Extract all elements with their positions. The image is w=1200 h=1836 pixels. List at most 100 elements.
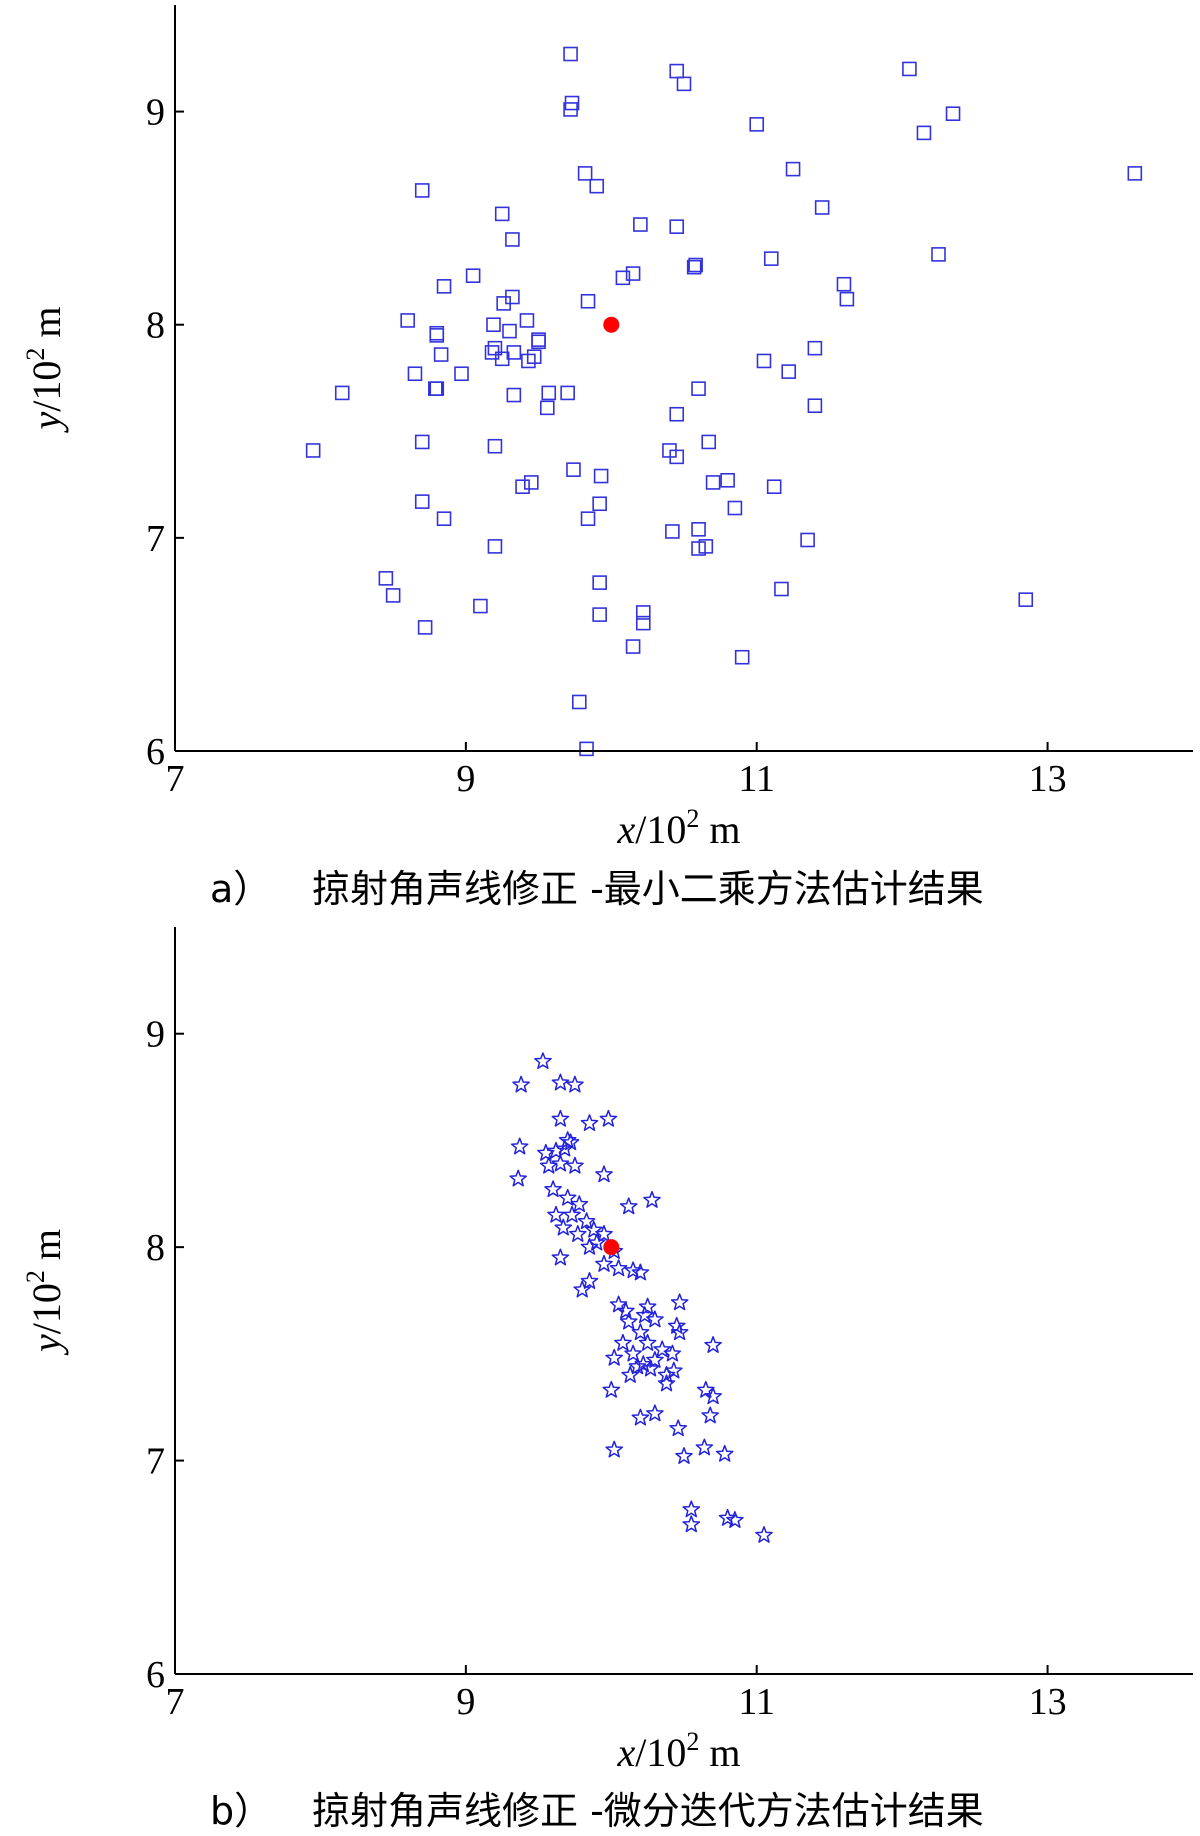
chart-b-data-point bbox=[715, 1444, 734, 1462]
chart-a-data-point bbox=[727, 500, 743, 516]
chart-a-data-point bbox=[676, 76, 692, 92]
chart-b-data-point bbox=[558, 1188, 577, 1206]
chart-b-data-point bbox=[512, 1075, 530, 1093]
chart-b-data-point bbox=[509, 1169, 528, 1187]
chart-b-data-point bbox=[624, 1344, 642, 1362]
chart-b-data-point bbox=[605, 1440, 624, 1458]
chart-a-data-point bbox=[563, 102, 578, 117]
chart-b-data-point bbox=[646, 1351, 664, 1368]
chart-b-caption-label: b） bbox=[210, 1789, 272, 1833]
chart-b-data-point bbox=[539, 1156, 558, 1174]
chart-b-data-point bbox=[631, 1263, 650, 1281]
chart-b-data-point bbox=[585, 1220, 603, 1238]
chart-a-data-point bbox=[756, 353, 772, 369]
chart-b-data-point bbox=[701, 1406, 720, 1424]
chart-a-data-point bbox=[635, 615, 651, 631]
chart-a-data-point bbox=[378, 571, 394, 586]
chart-a-data-point bbox=[665, 524, 680, 539]
chart-b-x-tick-label: 7 bbox=[166, 1681, 185, 1723]
chart-a-data-point bbox=[701, 434, 717, 450]
chart-a-data-point bbox=[385, 588, 401, 603]
chart-b-y-axis-label: y/102 m bbox=[21, 1229, 69, 1356]
chart-b-data-point bbox=[577, 1212, 596, 1230]
chart-b-data-point bbox=[755, 1526, 773, 1543]
chart-a-data-point bbox=[563, 46, 578, 62]
chart-a-data-point bbox=[566, 462, 581, 477]
chart-a-data-point bbox=[560, 385, 575, 401]
chart-b-x-axis-label: x/102 m bbox=[616, 1727, 740, 1775]
chart-b-data-point bbox=[580, 1237, 599, 1255]
chart-a-data-point bbox=[494, 206, 510, 222]
chart-a-data-point bbox=[473, 598, 488, 614]
chart-b-data-point bbox=[638, 1297, 657, 1315]
chart-a-data-point bbox=[487, 438, 503, 454]
chart-a-data-point bbox=[433, 347, 449, 362]
chart-a-data-point bbox=[414, 494, 430, 509]
chart-a-data-point bbox=[502, 323, 517, 339]
chart-a-y-tick-label: 8 bbox=[146, 305, 165, 347]
chart-a-x-axis-label: x/102 m bbox=[616, 804, 740, 852]
chart-b-y-tick-label: 8 bbox=[146, 1227, 165, 1269]
chart-a-data-point bbox=[669, 63, 685, 79]
chart-b-y-tick-label: 7 bbox=[146, 1441, 165, 1483]
chart-a-y-tick-label: 7 bbox=[146, 518, 165, 560]
chart-b-data-point bbox=[616, 1301, 635, 1319]
chart-a-data-point bbox=[785, 161, 801, 177]
chart-b-data-point bbox=[669, 1419, 688, 1437]
chart-b-data-point bbox=[667, 1316, 686, 1334]
chart-a-data-point bbox=[1018, 592, 1034, 607]
chart-a-y-axis-label: y/102 m bbox=[21, 306, 69, 433]
chart-b-data-point bbox=[682, 1515, 701, 1533]
chart-b-data-point bbox=[631, 1323, 650, 1341]
chart-b-data-point bbox=[628, 1357, 647, 1375]
chart-b-data-point bbox=[580, 1114, 599, 1131]
chart-a-data-point bbox=[523, 475, 539, 490]
chart-a-data-point bbox=[691, 522, 706, 537]
chart-b-data-point bbox=[547, 1141, 565, 1159]
chart-a-data-point bbox=[577, 166, 593, 181]
chart-a-data-point bbox=[807, 398, 823, 414]
chart-a-data-point bbox=[593, 468, 609, 484]
chart-a-data-point bbox=[414, 434, 430, 450]
chart-b-true-position-point bbox=[603, 1239, 620, 1256]
chart-b-data-point bbox=[510, 1137, 529, 1155]
chart-b-data-point bbox=[599, 1109, 618, 1127]
chart-b-x-tick-label: 13 bbox=[1029, 1681, 1067, 1723]
chart-b-data-point bbox=[641, 1359, 660, 1377]
chart-a-data-point bbox=[836, 276, 852, 292]
chart-b-data-point bbox=[537, 1143, 555, 1161]
chart-a-data-point bbox=[428, 381, 443, 396]
chart-a-data-point bbox=[580, 293, 596, 309]
chart-a-data-point bbox=[669, 219, 685, 234]
chart-a-data-point bbox=[334, 385, 350, 401]
chart-a-data-point bbox=[486, 317, 501, 333]
chart-b-data-point bbox=[569, 1225, 587, 1242]
chart-b-caption: 掠射角声线修正 -微分迭代方法估计结果 bbox=[312, 1789, 984, 1833]
chart-b-data-point bbox=[595, 1165, 613, 1183]
chart-a-data-point bbox=[705, 475, 721, 490]
chart-b-x-tick-label: 9 bbox=[456, 1681, 475, 1723]
chart-a-data-point bbox=[579, 741, 594, 757]
chart-b-data-point bbox=[643, 1190, 661, 1208]
chart-a-data-point bbox=[720, 473, 735, 488]
chart-a-data-point bbox=[305, 443, 321, 458]
chart-a-data-point bbox=[615, 270, 631, 286]
chart-b-data-point bbox=[595, 1254, 613, 1272]
chart-b-data-point bbox=[580, 1272, 599, 1289]
chart-a-y-tick-label: 9 bbox=[146, 92, 165, 134]
chart-a-caption: 掠射角声线修正 -最小二乘方法估计结果 bbox=[312, 867, 984, 911]
chart-a-true-position-point bbox=[603, 316, 620, 333]
chart-b-data-point bbox=[534, 1052, 552, 1070]
chart-b-data-point bbox=[544, 1180, 562, 1198]
chart-b-data-point bbox=[664, 1361, 683, 1379]
chart-b-data-point bbox=[653, 1340, 672, 1358]
chart-a-data-point bbox=[625, 266, 641, 281]
chart-a-caption-label: a） bbox=[210, 867, 271, 911]
chart-a-data-point bbox=[521, 353, 536, 369]
chart-b-data-point bbox=[551, 1109, 570, 1127]
chart-a-data-point bbox=[571, 694, 587, 710]
chart-a-data-point bbox=[400, 313, 415, 328]
chart-a-data-point bbox=[669, 406, 685, 422]
